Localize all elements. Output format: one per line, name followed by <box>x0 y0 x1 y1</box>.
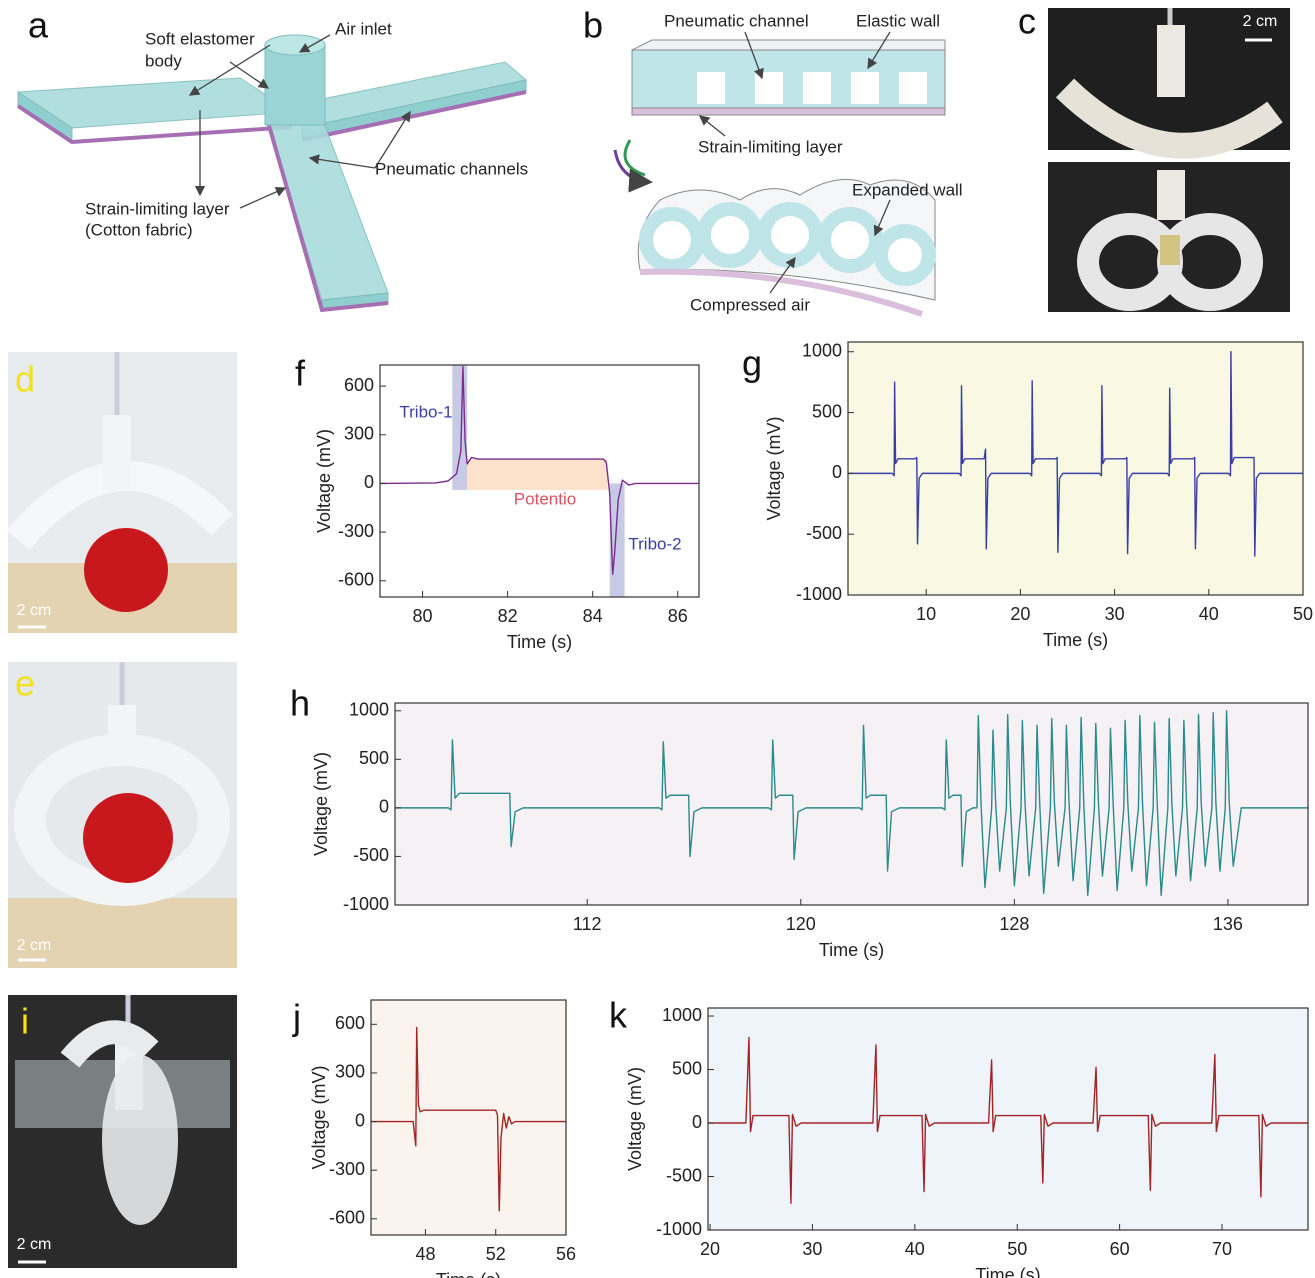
x-tick-label: 112 <box>573 914 602 934</box>
label: Elastic wall <box>856 11 940 30</box>
annotation: Potentio <box>514 489 576 508</box>
x-tick-label: 80 <box>413 606 433 626</box>
y-tick-label: -1000 <box>796 584 842 604</box>
x-axis-label: Time (s) <box>436 1270 501 1278</box>
photo-c-bottom <box>1048 162 1290 312</box>
label: Strain-limiting layer <box>698 137 843 156</box>
annotation: Tribo-1 <box>399 402 452 421</box>
x-tick-label: 40 <box>1199 604 1219 624</box>
x-axis-label: Time (s) <box>975 1265 1040 1278</box>
x-tick-label: 30 <box>802 1239 822 1259</box>
y-tick-label: 500 <box>672 1058 702 1078</box>
y-axis-label: Voltage (mV) <box>764 416 784 520</box>
x-tick-label: 86 <box>668 606 688 626</box>
photo-d: 2 cm <box>8 352 237 633</box>
label: Pneumatic channel <box>664 11 809 30</box>
x-tick-label: 52 <box>486 1244 506 1264</box>
scale-label: 2 cm <box>17 1236 52 1253</box>
y-tick-label: 1000 <box>349 700 389 720</box>
x-tick-label: 60 <box>1110 1239 1130 1259</box>
plot-background <box>395 703 1308 905</box>
photo-c-top: 2 cm <box>1048 8 1290 150</box>
x-tick-label: 136 <box>1213 914 1243 934</box>
y-tick-label: 1000 <box>802 340 842 360</box>
y-axis-label: Voltage (mV) <box>309 1065 329 1169</box>
y-tick-label: -300 <box>338 521 374 541</box>
panel-letter: j <box>292 997 301 1038</box>
photo-e: 2 cm <box>8 662 237 968</box>
x-tick-label: 120 <box>786 914 816 934</box>
y-tick-label: 300 <box>335 1062 365 1082</box>
y-tick-label: 1000 <box>662 1005 702 1025</box>
x-tick-label: 10 <box>916 604 936 624</box>
x-tick-label: 82 <box>498 606 518 626</box>
label: (Cotton fabric) <box>85 220 193 239</box>
y-tick-label: -1000 <box>656 1219 702 1239</box>
y-axis-label: Voltage (mV) <box>311 752 331 856</box>
panel-letter: e <box>15 663 35 704</box>
label: body <box>145 51 182 70</box>
y-tick-label: 600 <box>344 375 374 395</box>
x-tick-label: 84 <box>583 606 603 626</box>
x-axis-label: Time (s) <box>507 632 572 652</box>
panel-letter: k <box>609 995 628 1036</box>
panel-letter: c <box>1018 1 1036 42</box>
label: Soft elastomer <box>145 29 255 48</box>
y-tick-label: 0 <box>355 1110 365 1130</box>
x-tick-label: 70 <box>1212 1239 1232 1259</box>
y-tick-label: -500 <box>666 1165 702 1185</box>
x-tick-label: 20 <box>700 1239 720 1259</box>
x-tick-label: 20 <box>1010 604 1030 624</box>
diagram-a: Soft elastomer body Air inlet Pneumatic … <box>18 19 528 310</box>
annotation: Tribo-2 <box>628 534 681 553</box>
x-tick-label: 30 <box>1105 604 1125 624</box>
panel-letter: b <box>583 5 603 46</box>
y-tick-label: 0 <box>692 1112 702 1132</box>
x-axis-label: Time (s) <box>819 940 884 960</box>
diagram-b: Pneumatic channel Elastic wall Strain-li… <box>615 11 963 314</box>
y-tick-label: -500 <box>806 523 842 543</box>
panel-letter: i <box>21 1001 29 1042</box>
y-tick-label: -600 <box>338 570 374 590</box>
y-tick-label: -600 <box>329 1208 365 1228</box>
y-tick-label: 0 <box>379 797 389 817</box>
panel-letter: f <box>295 353 306 394</box>
y-tick-label: 600 <box>335 1013 365 1033</box>
y-axis-label: Voltage (mV) <box>625 1067 645 1171</box>
panel-letter: h <box>290 683 310 724</box>
y-axis-label: Voltage (mV) <box>314 429 334 533</box>
y-tick-label: -300 <box>329 1159 365 1179</box>
x-tick-label: 50 <box>1007 1239 1027 1259</box>
y-tick-label: 0 <box>364 472 374 492</box>
y-tick-label: 0 <box>832 462 842 482</box>
label: Compressed air <box>690 295 810 314</box>
x-axis-label: Time (s) <box>1043 630 1108 650</box>
y-tick-label: 500 <box>812 401 842 421</box>
x-tick-label: 50 <box>1293 604 1313 624</box>
figure: Soft elastomer body Air inlet Pneumatic … <box>0 0 1315 1278</box>
scale-label: 2 cm <box>17 602 52 619</box>
photo-i: 2 cm <box>8 995 237 1268</box>
scale-label: 2 cm <box>1243 13 1278 30</box>
x-tick-label: 128 <box>999 914 1029 934</box>
plot-background <box>371 1000 566 1235</box>
highlight-span <box>467 459 607 490</box>
label: Air inlet <box>335 19 392 38</box>
x-tick-label: 48 <box>415 1244 435 1264</box>
x-tick-label: 40 <box>905 1239 925 1259</box>
x-tick-label: 56 <box>556 1244 576 1264</box>
label: Pneumatic channels <box>375 159 528 178</box>
panel-letter: d <box>15 359 35 400</box>
label: Expanded wall <box>852 180 963 199</box>
panel-letter: g <box>742 343 762 384</box>
y-tick-label: 500 <box>359 748 389 768</box>
scale-label: 2 cm <box>17 937 52 954</box>
y-tick-label: -1000 <box>343 894 389 914</box>
panel-letter: a <box>28 5 49 46</box>
y-tick-label: 300 <box>344 424 374 444</box>
label: Strain-limiting layer <box>85 199 230 218</box>
y-tick-label: -500 <box>353 845 389 865</box>
